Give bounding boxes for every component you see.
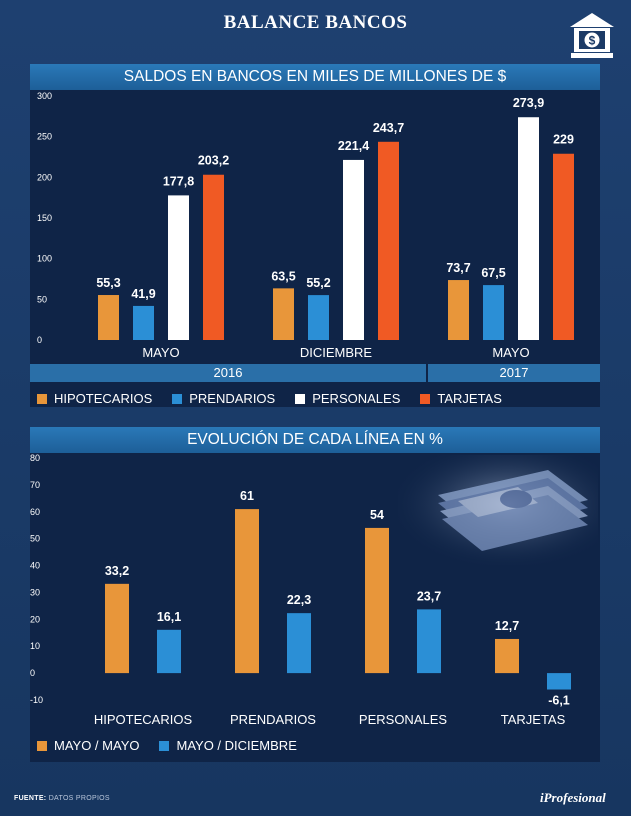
legend-hipotecarios: HIPOTECARIOS — [37, 391, 152, 406]
bar-hipotecarios-diciembre — [273, 288, 294, 340]
data-label: 221,4 — [338, 139, 369, 153]
legend-label: MAYO / MAYO — [54, 738, 140, 753]
swatch-mayo-mayo — [37, 740, 47, 751]
data-label: 63,5 — [271, 269, 295, 283]
legend-label: TARJETAS — [437, 391, 502, 406]
bar-hipotecarios-mayo — [448, 280, 469, 340]
legend-label: PRENDARIOS — [189, 391, 276, 406]
x-tick-label: HIPOTECARIOS — [94, 712, 193, 727]
data-label: 177,8 — [163, 174, 194, 188]
data-label: 33,2 — [105, 564, 129, 578]
balance-legend: HIPOTECARIOS PRENDARIOS PERSONALES TARJE… — [37, 391, 522, 406]
bar-personales-mayo — [168, 195, 189, 340]
y-tick-label: 200 — [37, 172, 52, 182]
balance-chart: 0 50 100 150 200 250 300 55,3 41,9 177,8 203,2 MAYO… — [37, 91, 574, 360]
y-tick-label: 30 — [30, 587, 40, 597]
bar-mayo-mayo-hipotecarios — [105, 583, 129, 674]
data-label: 73,7 — [446, 261, 470, 275]
y-tick-label: 300 — [37, 91, 52, 101]
bar-hipotecarios-mayo — [98, 295, 119, 340]
y-tick-label: 40 — [30, 561, 40, 571]
x-tick-label: MAYO — [142, 345, 179, 360]
year-2016-bar: 2016 — [30, 364, 426, 382]
y-tick-label: 70 — [30, 480, 40, 490]
legend-personales: PERSONALES — [295, 391, 400, 406]
data-label: 22,3 — [287, 593, 311, 607]
data-label: 54 — [370, 508, 384, 522]
x-tick-label: DICIEMBRE — [300, 345, 373, 360]
bar-prendarios-mayo — [483, 285, 504, 340]
y-tick-label: 0 — [37, 335, 42, 345]
legend-mayo-diciembre: MAYO / DICIEMBRE — [159, 738, 297, 753]
data-label: 229 — [553, 133, 574, 147]
data-label: 41,9 — [131, 287, 155, 301]
bar-mayo-mayo-tarjetas — [495, 638, 519, 674]
bar-personales-mayo — [518, 117, 539, 340]
swatch-personales — [295, 393, 306, 404]
data-label: -6,1 — [548, 694, 570, 708]
data-label: 55,3 — [96, 276, 120, 290]
y-tick-label: 20 — [30, 614, 40, 624]
bar-mayo-diciembre-tarjetas — [547, 673, 571, 690]
bar-mayo-mayo-personales — [365, 527, 389, 674]
y-tick-label: 50 — [37, 294, 47, 304]
data-label: 203,2 — [198, 154, 229, 168]
y-tick-label: 60 — [30, 507, 40, 517]
swatch-hipotecarios — [37, 393, 47, 404]
source-note: FUENTE: DATOS PROPIOS — [14, 795, 110, 802]
bar-mayo-diciembre-prendarios — [287, 613, 311, 674]
bar-mayo-diciembre-hipotecarios — [157, 629, 181, 674]
legend-mayo-mayo: MAYO / MAYO — [37, 738, 139, 753]
bar-prendarios-diciembre — [308, 295, 329, 340]
balance-panel — [30, 64, 600, 407]
swatch-prendarios — [172, 393, 183, 404]
evolution-chart: -10 0 10 20 30 40 50 60 70 80 33,2 16,1 HIPOTECARIOS… — [30, 453, 571, 727]
swatch-tarjetas — [420, 393, 431, 404]
y-tick-label: 50 — [30, 534, 40, 544]
x-tick-label: PERSONALES — [359, 712, 447, 727]
brand-logo: iProfesional — [540, 790, 606, 805]
page-title: BALANCE BANCOS — [223, 12, 408, 33]
bar-mayo-mayo-prendarios — [235, 509, 259, 674]
legend-tarjetas: TARJETAS — [420, 391, 502, 406]
data-label: 16,1 — [157, 610, 181, 624]
bar-tarjetas-mayo — [553, 153, 574, 340]
y-tick-label: 250 — [37, 132, 52, 142]
y-tick-label: 0 — [30, 668, 35, 678]
y-tick-label: 80 — [30, 453, 40, 463]
evolution-legend: MAYO / MAYO MAYO / DICIEMBRE — [37, 738, 317, 753]
data-label: 61 — [240, 489, 254, 503]
data-label: 12,7 — [495, 619, 519, 633]
x-tick-label: PRENDARIOS — [230, 712, 316, 727]
money-stack-image — [398, 455, 598, 565]
legend-label: HIPOTECARIOS — [54, 391, 153, 406]
bar-tarjetas-mayo — [203, 174, 224, 340]
balance-chart-title: SALDOS EN BANCOS EN MILES DE MILLONES DE… — [30, 64, 600, 90]
legend-label: MAYO / DICIEMBRE — [176, 738, 297, 753]
y-tick-label: 100 — [37, 254, 52, 264]
swatch-mayo-diciembre — [159, 740, 170, 751]
data-label: 23,7 — [417, 589, 441, 603]
data-label: 55,2 — [306, 276, 330, 290]
bar-mayo-diciembre-personales — [417, 609, 441, 674]
x-tick-label: MAYO — [492, 345, 529, 360]
data-label: 67,5 — [481, 266, 505, 280]
x-tick-label: TARJETAS — [501, 712, 566, 727]
year-2017-bar: 2017 — [428, 364, 600, 382]
data-label: 273,9 — [513, 96, 544, 110]
y-tick-label: 150 — [37, 213, 52, 223]
data-label: 243,7 — [373, 121, 404, 135]
source-label: FUENTE: — [14, 795, 47, 802]
svg-text:$: $ — [589, 34, 596, 48]
bank-icon: $ — [570, 13, 614, 58]
legend-prendarios: PRENDARIOS — [172, 391, 275, 406]
y-tick-label: 10 — [30, 641, 40, 651]
source-text: DATOS PROPIOS — [48, 795, 110, 802]
bar-prendarios-mayo — [133, 305, 154, 340]
y-tick-label: -10 — [30, 695, 43, 705]
evolution-chart-title: EVOLUCIÓN DE CADA LÍNEA EN % — [30, 427, 600, 453]
legend-label: PERSONALES — [312, 391, 401, 406]
bar-tarjetas-diciembre — [378, 141, 399, 340]
bar-personales-diciembre — [343, 159, 364, 340]
